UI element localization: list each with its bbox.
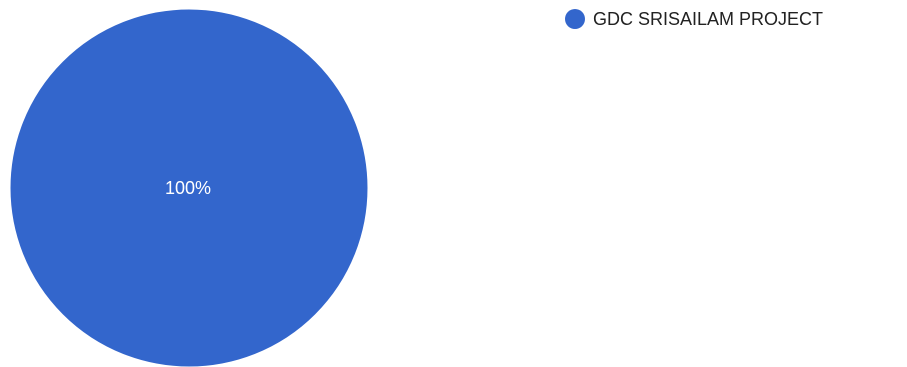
legend-item[interactable]: GDC SRISAILAM PROJECT bbox=[565, 8, 823, 30]
legend-swatch-icon bbox=[565, 9, 585, 29]
slice-percent-label: 100% bbox=[165, 178, 211, 198]
pie-slice[interactable] bbox=[9, 8, 369, 367]
legend-label: GDC SRISAILAM PROJECT bbox=[593, 9, 824, 29]
chart-legend: GDC SRISAILAM PROJECT bbox=[565, 8, 823, 30]
